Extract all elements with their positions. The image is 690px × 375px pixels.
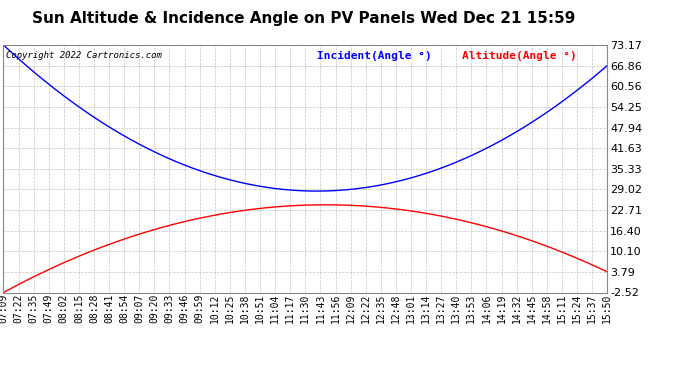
Text: Sun Altitude & Incidence Angle on PV Panels Wed Dec 21 15:59: Sun Altitude & Incidence Angle on PV Pan… [32,11,575,26]
Text: Altitude(Angle °): Altitude(Angle °) [462,51,577,61]
Text: Copyright 2022 Cartronics.com: Copyright 2022 Cartronics.com [6,51,162,60]
Text: Incident(Angle °): Incident(Angle °) [317,51,432,61]
